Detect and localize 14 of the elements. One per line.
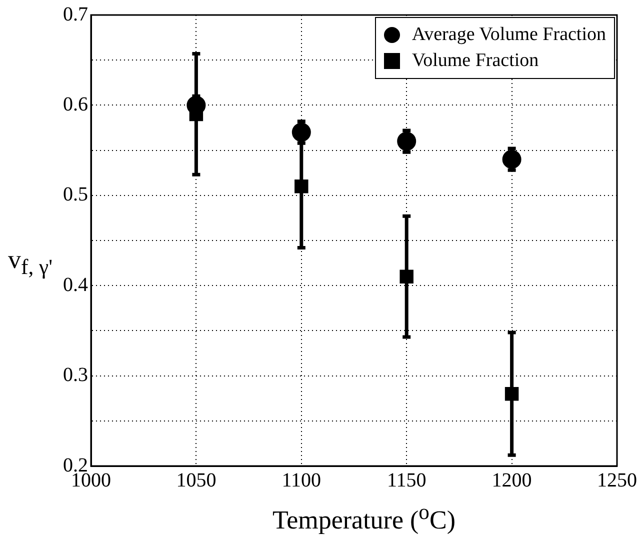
y-tick-label: 0.3 [63, 364, 88, 386]
legend-label: Volume Fraction [412, 49, 539, 73]
x-tick-label: 1050 [176, 469, 216, 492]
x-tick-label: 1250 [597, 469, 637, 492]
y-tick-label: 0.4 [63, 274, 88, 296]
x-axis-title: Temperature ($^{o}$C) [272, 500, 456, 536]
legend-label: Average Volume Fraction [412, 23, 606, 47]
y-axis-title: v$_{f, γ'}$ [8, 245, 53, 280]
y-tick-label: 0.5 [63, 184, 88, 206]
y-tick-label: 0.7 [63, 3, 88, 26]
x-tick-label: 1100 [282, 469, 322, 492]
y-tick-label: 0.6 [63, 93, 88, 116]
x-tick-label: 1200 [492, 469, 532, 492]
x-tick-label: 1150 [386, 469, 426, 492]
